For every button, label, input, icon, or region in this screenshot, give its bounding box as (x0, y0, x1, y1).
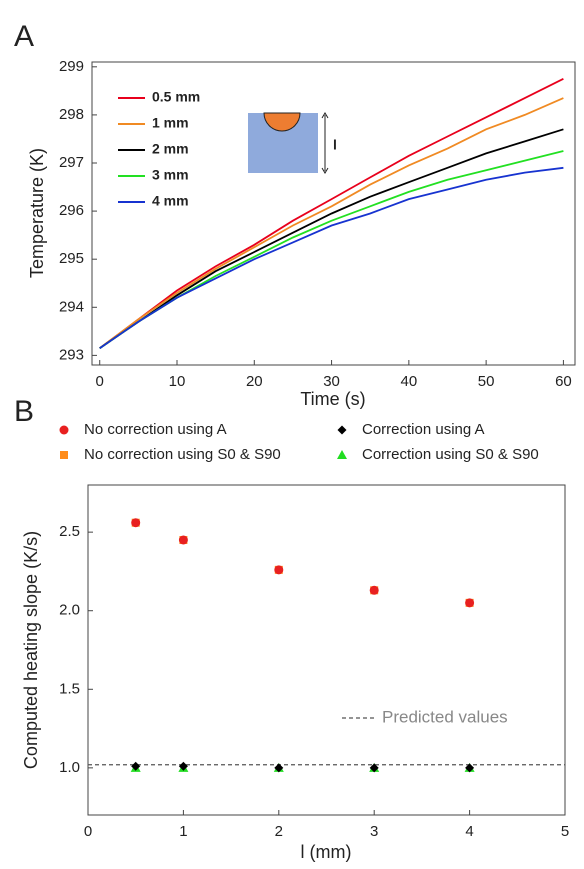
legend-label: Correction using A (362, 421, 485, 438)
y-tick-label: 298 (59, 106, 84, 123)
x-tick-label: 0 (84, 823, 92, 840)
y-tick-label: 2.0 (59, 602, 80, 619)
inset-arrowhead (321, 112, 329, 174)
point (178, 535, 188, 545)
legend-swatch (337, 450, 347, 459)
legend-swatch (60, 451, 68, 459)
point (465, 763, 475, 773)
inset-label: l (333, 137, 337, 153)
series-line (99, 166, 564, 349)
point (131, 761, 141, 771)
y-tick-label: 2.5 (59, 523, 80, 540)
x-tick-label: 40 (401, 373, 418, 390)
legend-label: 3 mm (152, 167, 189, 183)
legend-label: 4 mm (152, 193, 189, 209)
legend-swatch (337, 425, 347, 435)
x-tick-label: 20 (246, 373, 263, 390)
point (131, 518, 141, 528)
x-tick-label: 3 (370, 823, 378, 840)
x-tick-label: 30 (323, 373, 340, 390)
legend-swatch (59, 425, 69, 435)
x-tick-label: 5 (561, 823, 569, 840)
x-tick-label: 0 (96, 373, 104, 390)
y-tick-label: 1.0 (59, 759, 80, 776)
point (178, 761, 188, 771)
plot-frame (91, 61, 576, 366)
x-axis-label: l (mm) (301, 842, 352, 862)
point (369, 585, 379, 595)
point (369, 763, 379, 773)
y-tick-label: 295 (59, 250, 84, 267)
y-tick-label: 1.5 (59, 680, 80, 697)
legend-label: 0.5 mm (152, 89, 200, 105)
panel-label: B (14, 395, 34, 428)
legend-label: No correction using S0 & S90 (84, 446, 281, 463)
x-tick-label: 1 (179, 823, 187, 840)
y-tick-label: 297 (59, 154, 84, 171)
x-tick-label: 2 (275, 823, 283, 840)
reference-label: Predicted values (382, 707, 508, 726)
x-axis-label: Time (s) (300, 389, 365, 409)
legend-label: Correction using S0 & S90 (362, 446, 539, 463)
inset-droplet (263, 112, 301, 132)
y-tick-label: 294 (59, 298, 84, 315)
point (274, 565, 284, 575)
series-line (99, 97, 564, 349)
x-tick-label: 4 (465, 823, 473, 840)
x-tick-label: 10 (169, 373, 186, 390)
series-line (99, 77, 564, 349)
y-axis-label: Computed heating slope (K/s) (21, 531, 41, 769)
plot-frame (87, 484, 566, 816)
point (465, 598, 475, 608)
x-tick-label: 50 (478, 373, 495, 390)
point (274, 763, 284, 773)
panel-label: A (14, 20, 34, 53)
y-tick-label: 296 (59, 202, 84, 219)
x-tick-label: 60 (555, 373, 572, 390)
y-tick-label: 299 (59, 58, 84, 75)
y-tick-label: 293 (59, 346, 84, 363)
series-line (99, 128, 564, 349)
y-axis-label: Temperature (K) (27, 148, 47, 278)
legend-label: 2 mm (152, 141, 189, 157)
legend-label: 1 mm (152, 115, 189, 131)
legend-label: No correction using A (84, 421, 227, 438)
